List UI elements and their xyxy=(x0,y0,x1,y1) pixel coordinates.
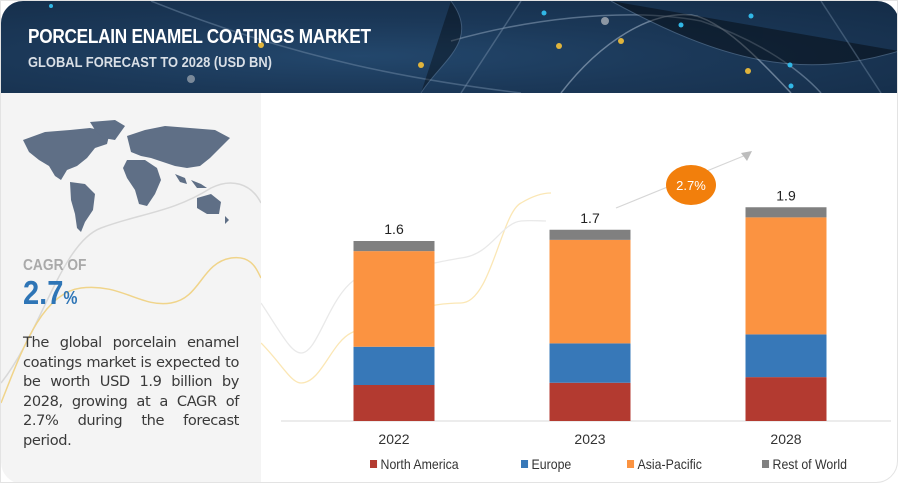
bar-segment-europe-2023 xyxy=(549,343,631,383)
legend-swatch-rest-of-world xyxy=(762,460,770,468)
stacked-bar-chart: 1.6 2022 1.7 2023 1.9 2028 2.7% xyxy=(261,151,891,447)
legend-label: Asia-Pacific xyxy=(637,456,702,472)
legend-item-north-america: North America xyxy=(370,456,459,472)
bar-segment-rest-of-world-2022 xyxy=(353,241,435,252)
bar-segment-rest-of-world-2023 xyxy=(549,229,631,240)
bar-total-label-2028: 1.9 xyxy=(776,187,796,203)
bar-total-label-2023: 1.7 xyxy=(580,210,600,226)
x-tick-label-2022: 2022 xyxy=(378,431,409,447)
bar-segment-north-america-2023 xyxy=(549,382,631,421)
header-banner: PORCELAIN ENAMEL COATINGS MARKET GLOBAL … xyxy=(1,1,897,93)
cagr-unit: % xyxy=(63,288,78,308)
legend-label: Europe xyxy=(531,456,572,472)
decorative-light-trails xyxy=(49,1,897,93)
page-title: PORCELAIN ENAMEL COATINGS MARKET xyxy=(28,26,371,48)
summary-panel: CAGR OF 2.7% The global porcelain enamel… xyxy=(1,93,261,482)
bar-segment-europe-2022 xyxy=(353,346,435,385)
cagr-badge xyxy=(666,165,716,205)
decorative-curves xyxy=(1,182,261,404)
x-tick-label-2023: 2023 xyxy=(574,431,605,447)
legend-item-asia-pacific: Asia-Pacific xyxy=(627,456,702,472)
bar-total-label-2022: 1.6 xyxy=(384,221,404,237)
legend-item-europe: Europe xyxy=(521,456,571,472)
legend-item-rest-of-world: Rest of World xyxy=(762,456,847,472)
bar-segment-asia-pacific-2028 xyxy=(745,217,827,335)
legend-label: North America xyxy=(380,456,459,472)
legend-label: Rest of World xyxy=(772,456,847,472)
legend-swatch-asia-pacific xyxy=(627,460,635,468)
legend-swatch-north-america xyxy=(370,460,378,468)
bar-segment-asia-pacific-2022 xyxy=(353,251,435,347)
trend-arrow-head-icon xyxy=(741,151,752,161)
bar-segment-europe-2028 xyxy=(745,334,827,378)
market-description: The global porcelain enamel coatings mar… xyxy=(23,334,239,449)
bar-segment-asia-pacific-2023 xyxy=(549,239,631,344)
world-map-icon xyxy=(23,120,230,232)
bar-segment-north-america-2022 xyxy=(353,385,435,421)
page-subtitle: GLOBAL FORECAST TO 2028 (USD BN) xyxy=(28,54,272,71)
x-tick-label-2028: 2028 xyxy=(770,431,801,447)
cagr-label: CAGR OF xyxy=(23,257,87,274)
bar-segment-rest-of-world-2028 xyxy=(745,207,827,218)
cagr-value: 2.7% xyxy=(23,274,77,312)
cagr-badge-label: 2.7% xyxy=(676,178,706,193)
bar-segment-north-america-2028 xyxy=(745,377,827,421)
legend-swatch-europe xyxy=(521,460,529,468)
cagr-number: 2.7 xyxy=(23,274,64,311)
